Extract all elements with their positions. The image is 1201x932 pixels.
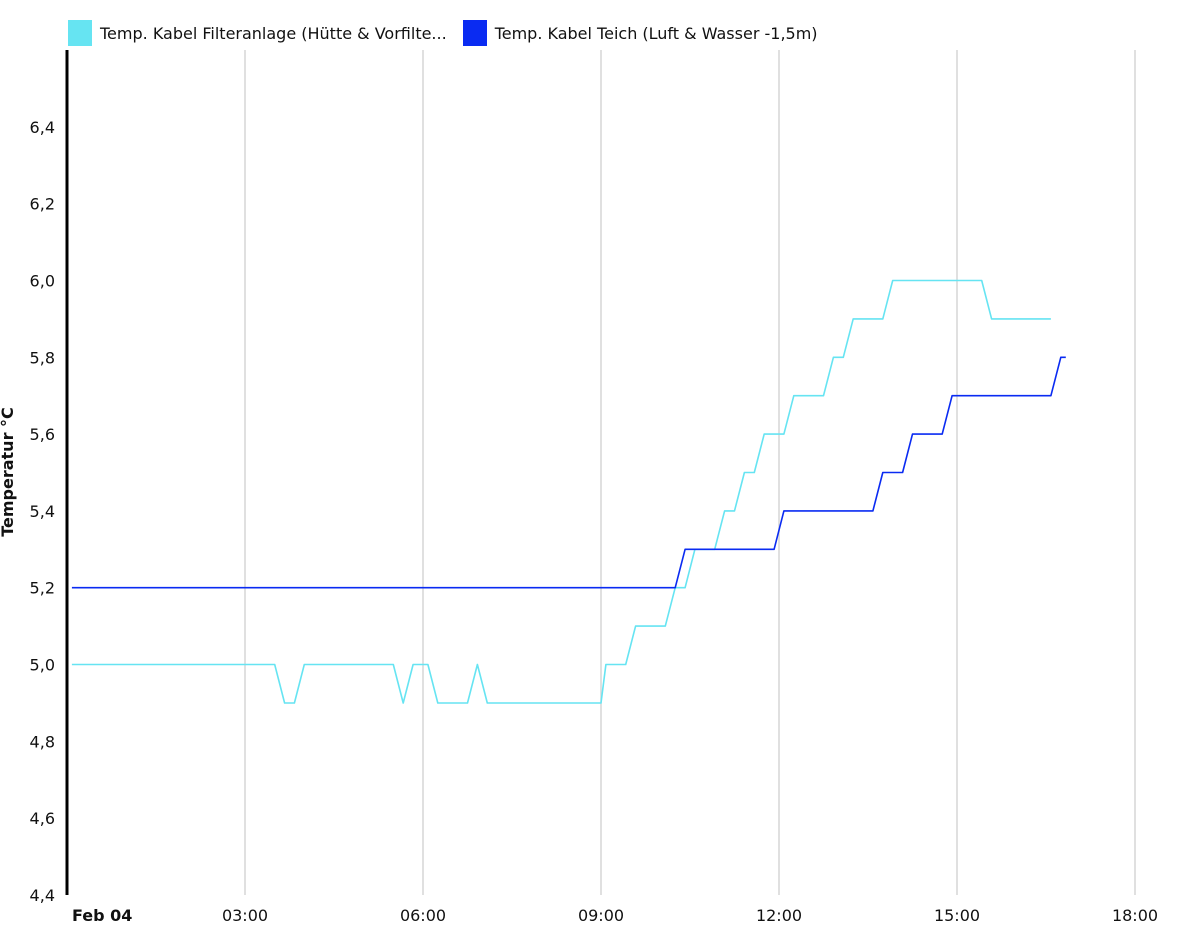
x-tick-label: 09:00 <box>578 906 624 925</box>
y-tick-label: 5,4 <box>30 502 55 521</box>
legend-item-teich[interactable]: Temp. Kabel Teich (Luft & Wasser -1,5m) <box>462 18 818 48</box>
y-tick-label: 6,4 <box>30 118 55 137</box>
y-axis-title: Temperatur °C <box>0 407 17 537</box>
series-line-filteranlage <box>71 279 1051 704</box>
legend-label-teich: Temp. Kabel Teich (Luft & Wasser -1,5m) <box>494 23 818 43</box>
y-tick-label: 5,8 <box>30 348 55 367</box>
legend-swatch-filteranlage <box>68 20 92 46</box>
y-tick-label: 4,8 <box>30 732 55 751</box>
x-tick-label: 15:00 <box>934 906 980 925</box>
legend-item-filteranlage[interactable]: Temp. Kabel Filteranlage (Hütte & Vorfil… <box>68 18 447 48</box>
y-tick-label: 5,6 <box>30 425 55 444</box>
y-tick-label: 5,0 <box>30 656 55 675</box>
y-tick-label: 6,0 <box>30 271 55 290</box>
y-tick-label: 6,2 <box>30 195 55 214</box>
legend-swatch-teich <box>462 20 487 46</box>
legend-label-filteranlage: Temp. Kabel Filteranlage (Hütte & Vorfil… <box>100 23 447 43</box>
series-line-teich <box>71 356 1066 589</box>
x-tick-label: 06:00 <box>400 906 446 925</box>
x-tick-label: 03:00 <box>222 906 268 925</box>
series-layer <box>71 279 1066 704</box>
x-tick-label: 18:00 <box>1112 906 1158 925</box>
y-tick-label: 5,2 <box>30 579 55 598</box>
y-tick-label: 4,4 <box>30 886 55 905</box>
grid-layer <box>244 50 1136 895</box>
x-tick-label: 12:00 <box>756 906 802 925</box>
axis-layer: Feb 04 03:00 06:00 09:00 12:00 15:00 18:00 4,4 4… <box>30 50 1158 925</box>
y-tick-label: 4,6 <box>30 809 55 828</box>
x-tick-label: Feb 04 <box>72 906 132 925</box>
chart-legend: Temp. Kabel Filteranlage (Hütte & Vorfil… <box>68 18 818 48</box>
